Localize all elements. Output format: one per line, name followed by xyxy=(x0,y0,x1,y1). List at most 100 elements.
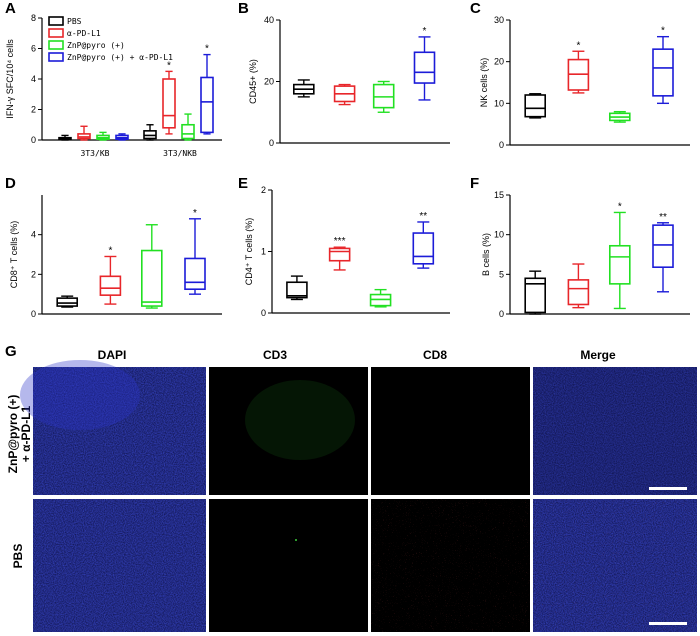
box-iqr xyxy=(524,94,547,118)
significance-mark: * xyxy=(205,44,209,55)
box-3 xyxy=(372,80,395,113)
box-1-2 xyxy=(143,124,157,141)
legend-swatch xyxy=(48,28,64,38)
significance-mark: * xyxy=(423,26,427,37)
box-2 xyxy=(333,83,356,106)
y-tick-label: 2 xyxy=(31,269,36,279)
y-axis-label: B cells (%) xyxy=(481,233,491,276)
y-tick-label: 0 xyxy=(31,309,36,319)
y-tick-label: 2 xyxy=(261,185,266,195)
box-3 xyxy=(608,211,631,310)
box-4-1 xyxy=(115,133,129,141)
y-tick-label: 4 xyxy=(31,230,36,240)
box-2-2 xyxy=(162,70,176,135)
panel-letter: E xyxy=(238,175,248,192)
micrograph-cd3-treated xyxy=(209,367,368,495)
row-label-treated-line2: + α-PD-L1 xyxy=(19,405,33,462)
micrograph-dapi-treated xyxy=(20,360,206,495)
y-tick-label: 20 xyxy=(264,77,274,87)
legend-label: α-PD-L1 xyxy=(67,29,101,38)
panel-letter: C xyxy=(470,0,481,17)
micrograph-cd8-treated xyxy=(371,367,530,495)
significance-mark: ** xyxy=(419,211,427,222)
box-3-1 xyxy=(96,131,110,141)
row-label-treated-line1: ZnP@pyro (+) xyxy=(6,395,20,474)
significance-mark: * xyxy=(193,208,197,219)
box-iqr xyxy=(413,51,436,84)
panel-g: G DAPI CD3 CD8 Merge ZnP@pyro (+) + α-PD… xyxy=(5,343,697,632)
y-axis-label: IFN-γ SFC/10⁴ cells xyxy=(5,39,15,119)
column-header-merge: Merge xyxy=(580,348,616,362)
y-tick-label: 30 xyxy=(494,15,504,25)
y-tick-label: 0 xyxy=(269,138,274,148)
panel-letter: D xyxy=(5,175,16,192)
box-1 xyxy=(292,79,315,98)
box-2 xyxy=(328,246,351,271)
box-3-2 xyxy=(181,113,195,141)
legend-label: ZnP@pyro (+) + α-PD-L1 xyxy=(67,53,173,62)
column-header-cd8: CD8 xyxy=(423,348,447,362)
box-iqr xyxy=(567,279,590,306)
panel-b: 0 20 40 CD45+ (%) B * xyxy=(238,0,450,148)
box-4-2 xyxy=(200,53,214,135)
significance-mark: * xyxy=(167,60,171,71)
row-label-pbs-line1: PBS xyxy=(11,544,25,569)
box-1 xyxy=(524,270,547,315)
box-iqr xyxy=(181,123,195,140)
significance-mark: ** xyxy=(659,212,667,223)
legend-swatch xyxy=(48,16,64,26)
significance-mark: * xyxy=(108,245,112,256)
box-1-1 xyxy=(58,134,72,141)
y-axis-label: CD4⁺ T cells (%) xyxy=(244,218,254,285)
box-iqr xyxy=(99,275,122,296)
micrograph-cd3-pbs xyxy=(209,499,368,632)
scale-bar xyxy=(649,487,687,490)
box-4 xyxy=(412,221,435,269)
y-tick-label: 0 xyxy=(499,309,504,319)
box-2-1 xyxy=(77,125,91,141)
box-iqr xyxy=(524,277,547,314)
scale-bar xyxy=(649,622,687,625)
box-iqr xyxy=(200,76,214,134)
box-4 xyxy=(652,222,674,293)
box-2 xyxy=(99,255,122,305)
box-iqr xyxy=(608,244,631,285)
panel-letter: B xyxy=(238,0,249,17)
box-1 xyxy=(56,295,79,308)
y-tick-label: 2 xyxy=(31,105,36,115)
y-tick-label: 6 xyxy=(31,44,36,54)
y-tick-label: 5 xyxy=(499,269,504,279)
box-1 xyxy=(286,275,308,301)
legend-swatch xyxy=(48,52,64,62)
box-3 xyxy=(608,110,631,123)
y-tick-label: 0 xyxy=(499,140,504,150)
significance-mark: * xyxy=(661,26,665,37)
y-axis-label: NK cells (%) xyxy=(479,58,489,108)
box-4 xyxy=(184,218,206,295)
box-4 xyxy=(652,35,674,105)
significance-mark: * xyxy=(618,201,622,212)
legend-swatch xyxy=(48,40,64,50)
y-tick-label: 0 xyxy=(31,135,36,145)
panel-c: 0 10 20 30 NK cells (%) C * * xyxy=(470,0,690,150)
box-iqr xyxy=(412,232,435,265)
box-iqr xyxy=(286,281,308,299)
y-tick-label: 20 xyxy=(494,57,504,67)
row-label-pbs: PBS xyxy=(11,544,25,569)
box-3 xyxy=(369,288,392,308)
legend-label: PBS xyxy=(67,17,82,26)
box-iqr xyxy=(328,247,351,262)
panel-letter: A xyxy=(5,0,16,17)
y-axis-label: CD45+ (%) xyxy=(248,59,258,104)
y-tick-label: 1 xyxy=(261,247,266,257)
micrograph-dapi-pbs xyxy=(33,499,206,632)
micrograph-merge-treated xyxy=(533,367,697,495)
row-label-treated: ZnP@pyro (+) + α-PD-L1 xyxy=(6,395,33,474)
x-group-label: 3T3/NKB xyxy=(163,149,197,158)
y-tick-label: 40 xyxy=(264,15,274,25)
y-tick-label: 8 xyxy=(31,13,36,23)
column-header-cd3: CD3 xyxy=(263,348,287,362)
